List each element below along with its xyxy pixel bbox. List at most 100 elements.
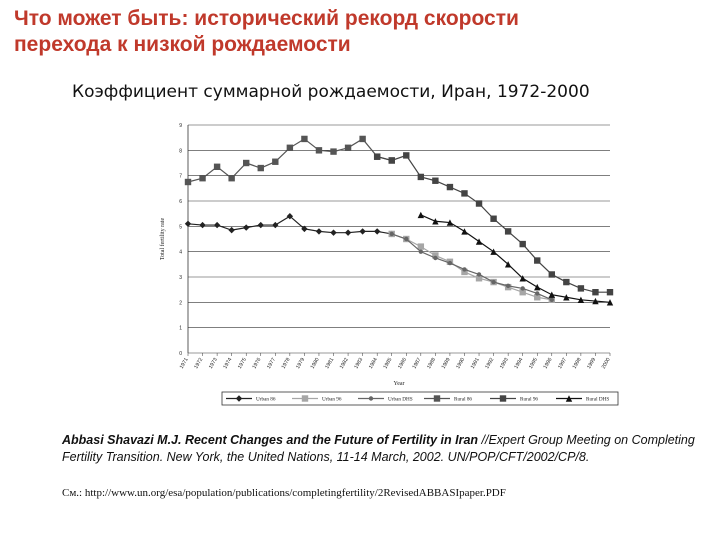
x-tick-label: 1986 bbox=[397, 357, 408, 370]
data-point-series-0 bbox=[213, 221, 221, 229]
data-point-series-0 bbox=[286, 213, 294, 220]
x-tick-label: 1987 bbox=[412, 357, 423, 370]
data-point-series-0 bbox=[228, 226, 235, 234]
fertility-chart: 0 1 2 3 4 5 6 7 8 9 1971 1972 1973 1974 1975 1976 1977 19… bbox=[159, 123, 619, 406]
data-point-series-0 bbox=[301, 225, 308, 233]
x-tick-label: 1985 bbox=[382, 357, 393, 370]
data-point-series-5 bbox=[417, 211, 425, 219]
data-point-series-1 bbox=[534, 294, 541, 301]
data-point-series-0 bbox=[373, 228, 381, 235]
data-point-series-2 bbox=[433, 255, 438, 261]
data-point-series-0 bbox=[344, 229, 352, 236]
legend-marker-3 bbox=[433, 395, 441, 402]
data-point-series-3 bbox=[184, 178, 192, 186]
data-point-series-3 bbox=[315, 147, 323, 154]
data-point-series-5 bbox=[563, 294, 570, 301]
data-point-series-4 bbox=[461, 190, 468, 197]
x-tick-label: 1977 bbox=[266, 357, 277, 370]
data-point-series-4 bbox=[373, 153, 381, 160]
legend-label-3: Rural 86 bbox=[454, 397, 472, 403]
legend-box bbox=[221, 391, 619, 406]
citation-details: //Expert Group Meeting on Completing Fer… bbox=[62, 433, 695, 464]
x-tick-label: 1996 bbox=[543, 357, 554, 370]
data-point-series-4 bbox=[577, 285, 585, 292]
x-tick-label: 1994 bbox=[513, 357, 524, 370]
legend-label-2: Urban DHS bbox=[388, 397, 413, 403]
data-point-series-5 bbox=[475, 238, 483, 245]
data-point-series-5 bbox=[592, 297, 599, 305]
data-point-series-0 bbox=[315, 228, 323, 235]
series-line-2 bbox=[391, 233, 553, 301]
x-tick-label: 1972 bbox=[193, 357, 204, 370]
x-tick-label: 1975 bbox=[237, 357, 248, 370]
data-point-series-5 bbox=[519, 275, 526, 282]
data-point-series-3 bbox=[228, 175, 235, 182]
citation: Abbasi Shavazi M.J. Recent Changes and t… bbox=[62, 432, 702, 466]
data-point-series-3 bbox=[359, 135, 366, 143]
x-tick-label: 1989 bbox=[441, 357, 452, 370]
x-tick-label: 1976 bbox=[252, 357, 263, 370]
data-point-series-2 bbox=[535, 291, 540, 296]
data-point-series-4 bbox=[432, 177, 439, 184]
data-point-series-3 bbox=[301, 135, 308, 143]
x-tick-label: 1991 bbox=[470, 357, 481, 370]
data-point-series-1 bbox=[461, 268, 468, 276]
legend-marker-1 bbox=[301, 395, 309, 402]
y-tick-label: 7 bbox=[179, 174, 182, 180]
data-point-series-2 bbox=[404, 236, 409, 242]
data-point-series-4 bbox=[534, 257, 541, 264]
slide-title: Что может быть: исторический рекорд скор… bbox=[14, 6, 704, 58]
x-tick-label: 2000 bbox=[601, 357, 612, 370]
data-point-series-4 bbox=[490, 215, 497, 222]
data-point-series-0 bbox=[272, 221, 279, 229]
y-axis-label: Total fertility rate bbox=[159, 218, 166, 261]
x-tick-label: 1982 bbox=[339, 357, 350, 370]
y-tick-label: 8 bbox=[179, 148, 182, 154]
data-point-series-3 bbox=[330, 148, 337, 155]
data-point-series-2 bbox=[491, 279, 496, 285]
x-tick-label: 1980 bbox=[310, 357, 321, 370]
data-point-series-5 bbox=[490, 248, 497, 255]
legend-label-4: Rural 96 bbox=[520, 397, 538, 403]
x-tick-label: 1981 bbox=[324, 357, 335, 370]
x-tick-label: 1984 bbox=[368, 357, 379, 370]
x-tick-label: 1997 bbox=[557, 357, 568, 370]
data-point-series-4 bbox=[592, 289, 599, 296]
data-point-series-0 bbox=[257, 221, 264, 229]
y-tick-label: 6 bbox=[179, 199, 182, 205]
slide-title-line-1: Что может быть: исторический рекорд скор… bbox=[14, 7, 519, 30]
y-tick-label: 5 bbox=[179, 224, 182, 230]
data-point-series-5 bbox=[606, 299, 614, 306]
data-point-series-2 bbox=[505, 283, 511, 289]
x-tick-label: 1998 bbox=[572, 357, 583, 370]
y-tick-label: 2 bbox=[179, 300, 182, 306]
y-tick-label: 3 bbox=[179, 275, 182, 281]
data-point-series-4 bbox=[519, 240, 526, 248]
data-point-series-5 bbox=[534, 283, 541, 291]
x-tick-label: 1993 bbox=[499, 357, 510, 370]
data-point-series-1 bbox=[417, 243, 425, 250]
data-point-series-2 bbox=[476, 272, 482, 277]
series-line-5 bbox=[420, 214, 611, 303]
data-point-series-5 bbox=[432, 218, 439, 225]
data-point-series-3 bbox=[243, 159, 250, 167]
legend-label-1: Urban 96 bbox=[322, 397, 342, 403]
data-point-series-4 bbox=[504, 228, 512, 235]
chart-heading: Коэффициент суммарной рождаемости, Иран,… bbox=[72, 82, 590, 102]
legend-label-0: Urban 86 bbox=[256, 397, 276, 403]
x-tick-label: 1978 bbox=[281, 357, 292, 370]
data-point-series-0 bbox=[184, 220, 192, 227]
data-point-series-5 bbox=[548, 291, 555, 298]
x-tick-label: 1979 bbox=[295, 357, 306, 370]
x-tick-label: 1999 bbox=[586, 357, 597, 370]
x-tick-label: 1974 bbox=[222, 357, 233, 370]
data-point-series-3 bbox=[344, 144, 352, 151]
data-point-series-3 bbox=[272, 158, 279, 165]
data-point-series-5 bbox=[577, 296, 585, 303]
data-point-series-4 bbox=[475, 200, 483, 207]
data-point-series-0 bbox=[199, 221, 206, 229]
data-point-series-0 bbox=[330, 229, 337, 236]
x-tick-label: 1973 bbox=[208, 357, 219, 370]
x-tick-label: 1983 bbox=[353, 357, 364, 370]
data-point-series-3 bbox=[257, 164, 264, 172]
